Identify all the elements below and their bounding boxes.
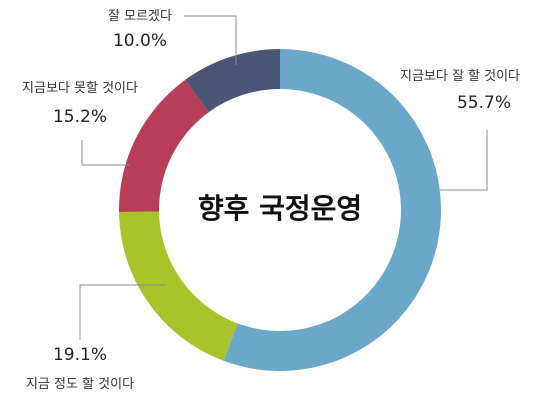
leader-line-slice-0 (440, 130, 488, 191)
slice-value-3: 10.0% (113, 31, 167, 51)
donut-slice-3 (185, 49, 280, 113)
leader-line-slice-3 (184, 15, 237, 65)
slice-label-0: 지금보다 잘 할 것이다 (400, 69, 520, 84)
slice-label-2: 지금보다 못할 것이다 (22, 81, 138, 96)
chart-title: 향후 국정운영 (198, 192, 362, 225)
slice-value-0: 55.7% (457, 93, 511, 113)
slice-value-1: 19.1% (53, 345, 107, 365)
leader-line-slice-2 (81, 140, 130, 166)
leader-line-slice-1 (79, 284, 165, 340)
donut-slice-1 (119, 211, 238, 361)
slice-value-2: 15.2% (53, 107, 107, 127)
donut-slice-0 (223, 49, 441, 371)
donut-slices (119, 49, 441, 371)
slice-label-1: 지금 정도 할 것이다 (26, 377, 134, 392)
donut-slice-2 (119, 79, 209, 213)
slice-label-3: 잘 모르겠다 (108, 9, 172, 24)
